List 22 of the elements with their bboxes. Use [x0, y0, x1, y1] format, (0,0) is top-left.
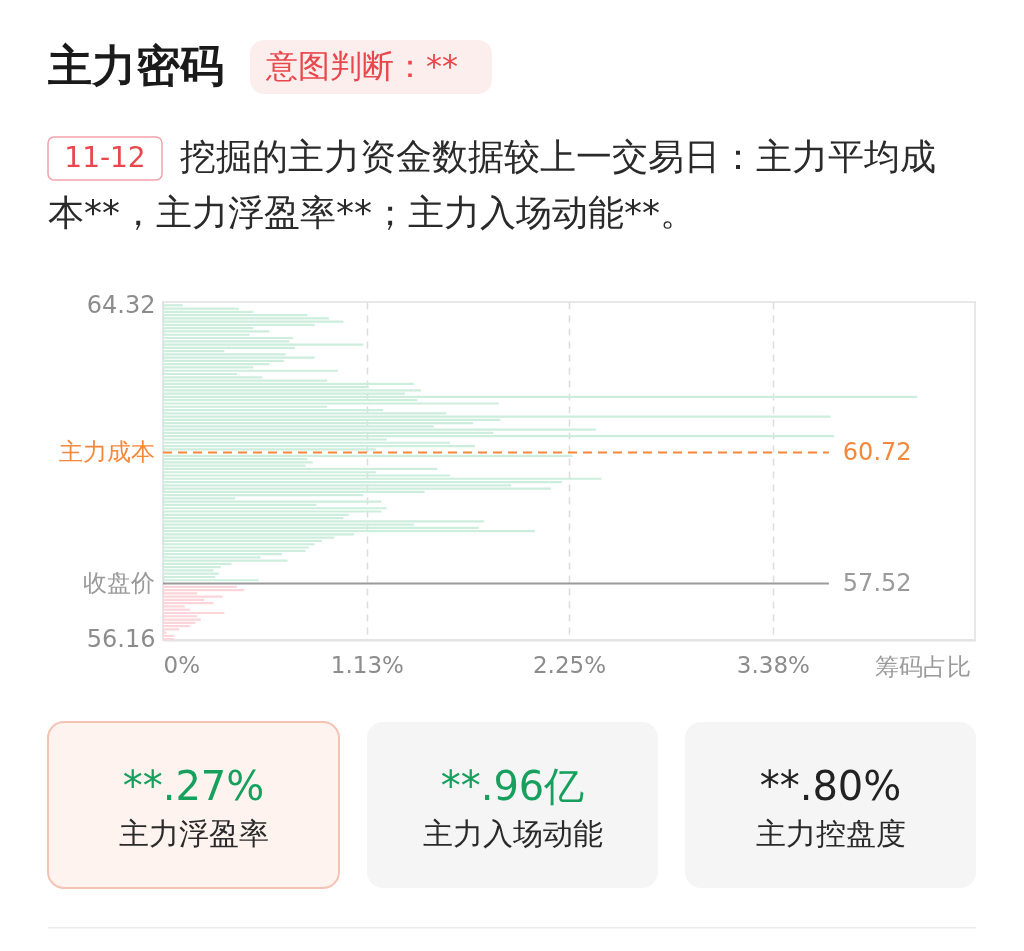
y-tick-label: 56.16 — [86, 624, 156, 653]
text: 主力控盘度 — [755, 816, 906, 851]
x-tick-label: 2.25% — [532, 651, 607, 678]
text: 主力浮盈率 — [118, 816, 269, 851]
ref-line-label: 主力成本 — [59, 437, 155, 466]
ref-line-label: 收盘价 — [83, 568, 155, 597]
x-tick-label: 3.38% — [736, 651, 810, 678]
x-tick-label: 1.13% — [330, 651, 404, 678]
text: 主力入场动能 — [422, 816, 603, 851]
chart-title: 主力密码 — [47, 40, 224, 91]
x-axis-title: 筹码占比 — [874, 652, 971, 681]
annotation: 57.52 — [842, 568, 912, 597]
x-tick-label: 0% — [163, 651, 200, 678]
text: 11-12 — [64, 141, 146, 174]
text: 挖掘的主力资金数据较上一交易日：主力平均成 — [180, 136, 936, 177]
y-tick-label: 64.32 — [86, 290, 156, 319]
chart-subtitle: 意图判断：** — [265, 47, 458, 85]
text: **.96亿 — [440, 763, 585, 809]
text: **.80% — [759, 763, 902, 809]
annotation: 60.72 — [842, 437, 912, 466]
text: **.27% — [122, 763, 265, 809]
text: 本**，主力浮盈率**；主力入场动能**。 — [48, 192, 696, 233]
